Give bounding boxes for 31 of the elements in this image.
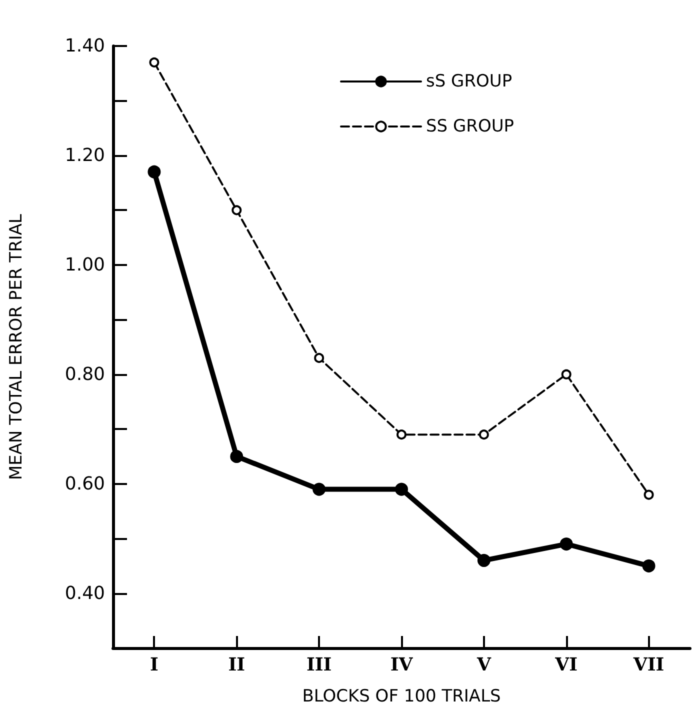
y-tick-label: 0.60 xyxy=(64,473,105,494)
y-tick-label: 0.80 xyxy=(64,364,105,385)
point xyxy=(148,165,161,178)
x-tick-label: VII xyxy=(632,654,664,676)
x-tick-label: III xyxy=(306,654,332,676)
y-axis-title: MEAN TOTAL ERROR PER TRIAL xyxy=(6,213,26,480)
point xyxy=(477,554,490,567)
x-axis-title: BLOCKS OF 100 TRIALS xyxy=(302,686,501,706)
point xyxy=(478,430,489,440)
point xyxy=(561,369,572,380)
point xyxy=(396,430,406,440)
point xyxy=(642,559,656,572)
point xyxy=(230,450,244,463)
y-tick-label: 1.00 xyxy=(64,254,105,276)
point xyxy=(560,538,573,551)
x-tick-label: II xyxy=(228,654,246,676)
point xyxy=(312,482,326,496)
point xyxy=(395,482,408,496)
y-tick-label: 1.20 xyxy=(64,144,105,166)
legend-label: sS GROUP xyxy=(426,72,512,92)
x-tick-label: V xyxy=(476,654,492,676)
legend-label: SS GROUP xyxy=(426,116,514,136)
x-tick-label: I xyxy=(150,654,158,676)
point xyxy=(232,205,242,216)
y-tick-label: 1.40 xyxy=(64,36,105,56)
point xyxy=(644,490,654,500)
x-tick-label: VI xyxy=(554,654,578,676)
point xyxy=(149,57,160,68)
x-tick-label: IV xyxy=(390,654,414,676)
y-tick-label: 0.40 xyxy=(64,582,105,604)
point xyxy=(314,352,324,363)
